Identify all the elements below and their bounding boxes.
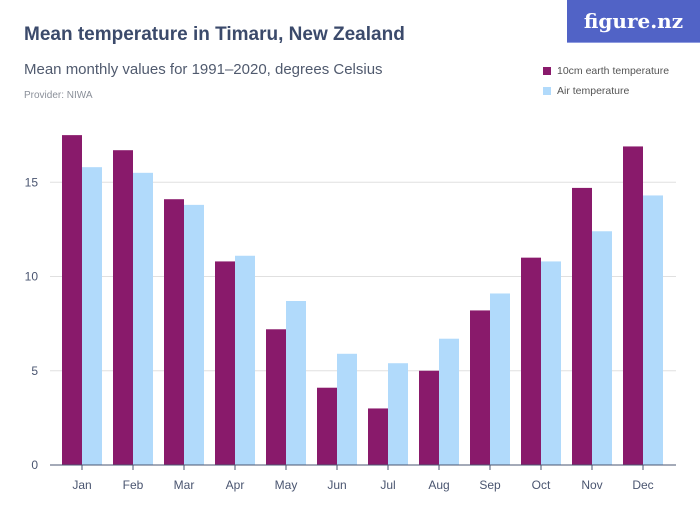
bar-earth-dec: [623, 146, 643, 465]
bar-air-jun: [337, 353, 357, 465]
x-tick-label: Jul: [380, 478, 395, 492]
bar-earth-feb: [113, 150, 133, 465]
bar-air-nov: [592, 231, 612, 465]
bar-earth-oct: [521, 257, 541, 465]
legend-swatch: [543, 67, 551, 75]
bar-earth-mar: [164, 199, 184, 465]
chart-title: Mean temperature in Timaru, New Zealand: [24, 24, 405, 45]
legend-item-air: Air temperature: [543, 81, 669, 101]
figure-nz-logo[interactable]: figure.nz: [567, 0, 700, 43]
bar-air-may: [286, 301, 306, 465]
bar-air-sep: [490, 293, 510, 465]
bar-earth-aug: [419, 370, 439, 465]
bar-earth-sep: [470, 310, 490, 465]
x-tick-label: Oct: [532, 478, 551, 492]
x-tick-label: Nov: [581, 478, 602, 492]
bar-air-feb: [133, 172, 153, 465]
bar-air-mar: [184, 204, 204, 465]
bar-earth-jun: [317, 387, 337, 465]
legend-label: 10cm earth temperature: [557, 65, 670, 77]
bar-air-jul: [388, 363, 408, 465]
x-tick-label: Apr: [226, 478, 245, 492]
y-tick-label: 15: [25, 175, 39, 189]
bar-earth-jul: [368, 408, 388, 465]
bar-air-aug: [439, 338, 459, 465]
legend-item-earth: 10cm earth temperature: [543, 61, 669, 81]
bar-earth-apr: [215, 261, 235, 465]
x-tick-label: Sep: [479, 478, 501, 492]
x-tick-label: Mar: [174, 478, 195, 492]
x-tick-label: Jan: [72, 478, 91, 492]
chart-subtitle: Mean monthly values for 1991–2020, degre…: [24, 61, 383, 78]
x-tick-label: Dec: [632, 478, 653, 492]
bar-air-apr: [235, 255, 255, 465]
bar-earth-may: [266, 329, 286, 465]
y-tick-label: 0: [31, 458, 38, 472]
bar-air-dec: [643, 195, 663, 465]
bar-earth-nov: [572, 187, 592, 465]
bar-air-jan: [82, 167, 102, 466]
provider-text: Provider: NIWA: [24, 90, 93, 101]
bar-air-oct: [541, 261, 561, 465]
y-tick-label: 10: [25, 270, 39, 284]
legend-swatch: [543, 87, 551, 95]
x-tick-label: Feb: [123, 478, 144, 492]
y-tick-label: 5: [31, 364, 38, 378]
x-tick-label: Jun: [327, 478, 346, 492]
bar-earth-jan: [62, 135, 82, 465]
x-tick-label: Aug: [428, 478, 449, 492]
legend: 10cm earth temperature Air temperature: [543, 61, 669, 101]
legend-label: Air temperature: [557, 85, 630, 97]
x-tick-label: May: [275, 478, 298, 492]
